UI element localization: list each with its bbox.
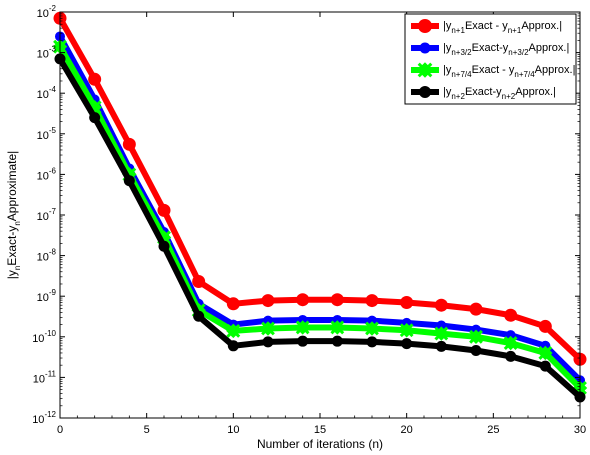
series-n-plus-1-point [469, 302, 483, 316]
legend-swatch-marker [419, 42, 431, 54]
x-tick-label: 25 [487, 424, 499, 436]
series-n-plus-7-4-point-cross [399, 323, 414, 338]
legend-entry: |yn+7/4Exact - yn+7/4Approx.| [411, 62, 575, 79]
series-n-plus-1-point [365, 294, 379, 308]
series-n-plus-1-point [504, 308, 518, 322]
legend-label: |yn+2Exact-yn+2Approx.| [443, 86, 556, 101]
y-tick-label: 10-11 [33, 369, 57, 385]
series-n-plus-1-point [400, 295, 414, 309]
x-tick-label: 15 [314, 424, 326, 436]
series-n-plus-1-point [330, 293, 344, 307]
y-axis-label: |ynExact-ynApproximate| [5, 151, 22, 280]
legend-label: |yn+3/2Exact-yn+3/2Approx.| [443, 42, 569, 57]
series-n-plus-1-point [296, 293, 310, 307]
series-n-plus-1-point [122, 137, 136, 151]
series-n-plus-3-2-point [297, 314, 308, 325]
ticks-layer: 0 5 10 15 20 25 30 10-12 10-11 10-10 10-9 10-8 10-7 1… [32, 4, 586, 436]
series-n-plus-7-4-point-cross [226, 323, 241, 338]
series-n-plus-1-point [434, 298, 448, 312]
series-n-plus-1-point [261, 294, 275, 308]
series-n-plus-7-4-point-cross [434, 326, 449, 341]
series-n-plus-1 [53, 11, 587, 366]
y-tick-label: 10-6 [37, 166, 57, 182]
series-n-plus-2-point [505, 350, 517, 362]
series-n-plus-1-point [88, 72, 102, 86]
legend-label: |yn+7/4Exact - yn+7/4Approx.| [443, 64, 575, 79]
series-n-plus-1-point [226, 297, 240, 311]
series-n-plus-2-point [158, 240, 170, 252]
x-tick-label: 0 [57, 424, 63, 436]
legend-entry: |yn+3/2Exact-yn+3/2Approx.| [411, 42, 569, 57]
series-n-plus-2-point [470, 344, 482, 356]
legend-entry: |yn+2Exact-yn+2Approx.| [411, 86, 556, 101]
y-tick-label: 10-9 [37, 288, 57, 304]
x-axis-label: Number of iterations (n) [257, 437, 383, 451]
series-n-plus-2-point [123, 175, 135, 187]
series-n-plus-3-2-point [401, 317, 412, 328]
y-tick-label: 10-4 [37, 85, 57, 101]
series-n-plus-7-4-point-cross [330, 320, 345, 335]
x-tick-label: 10 [227, 424, 239, 436]
series-n-plus-2-point [89, 112, 101, 124]
series-n-plus-2-point [193, 310, 205, 322]
y-tick-label: 10-10 [32, 329, 56, 345]
series-n-plus-3-2-point [332, 314, 343, 325]
y-tick-label: 10-12 [32, 410, 56, 426]
x-tick-label: 30 [574, 424, 586, 436]
x-tick-label: 20 [401, 424, 413, 436]
series-n-plus-7-4-point-cross [469, 329, 483, 344]
series-n-plus-2-point [539, 360, 551, 372]
series-layer [52, 11, 588, 403]
y-tick-label: 10-3 [37, 45, 57, 61]
series-n-plus-2-point [435, 340, 447, 352]
series-n-plus-1-line [57, 16, 583, 362]
series-n-plus-2-point [401, 338, 413, 350]
series-n-plus-1-point [538, 319, 552, 333]
legend-swatch-marker [418, 19, 432, 33]
series-n-plus-7-4-point-cross [538, 346, 553, 360]
series-n-plus-2-line [57, 57, 582, 400]
y-tick-label: 10-5 [37, 126, 57, 142]
series-n-plus-3-2-point [367, 315, 377, 326]
series-n-plus-2 [54, 53, 586, 403]
series-n-plus-2-point [366, 336, 378, 348]
legend: |yn+1Exact - yn+1Approx.| |yn+3/2Exact-yn… [404, 13, 577, 105]
series-n-plus-2-point [227, 340, 239, 352]
series-n-plus-3-2-point [263, 315, 273, 326]
x-tick-label: 5 [144, 424, 150, 436]
y-tick-label: 10-7 [37, 207, 57, 223]
series-n-plus-2-point [331, 335, 343, 347]
series-n-plus-1-point [157, 203, 171, 217]
series-n-plus-3-2-point [436, 320, 447, 331]
series-n-plus-2-point [297, 335, 309, 347]
legend-swatch-marker-cross [417, 62, 433, 78]
series-n-plus-7-4-point-cross [261, 321, 275, 336]
y-tick-label: 10-8 [37, 248, 57, 264]
y-tick-label: 10-2 [37, 4, 57, 20]
series-n-plus-7-4 [52, 39, 588, 396]
series-n-plus-7-4-line [57, 45, 583, 391]
legend-label: |yn+1Exact - yn+1Approx.| [443, 20, 562, 35]
series-n-plus-7-4-point-cross [503, 336, 518, 350]
legend-entry: |yn+1Exact - yn+1Approx.| [411, 19, 562, 35]
series-n-plus-3-2-point [505, 330, 516, 341]
legend-swatch-marker [419, 86, 431, 98]
series-n-plus-1-point [192, 275, 206, 289]
series-n-plus-2-point [262, 336, 274, 348]
series-n-plus-7-4-point-cross [295, 320, 310, 335]
series-n-plus-7-4-point-cross [365, 321, 379, 336]
